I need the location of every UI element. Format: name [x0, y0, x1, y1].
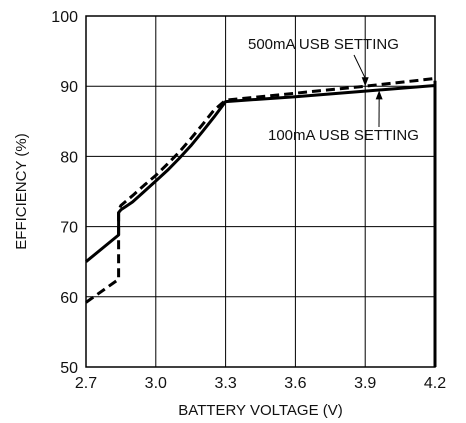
- x-tick-label: 2.7: [75, 375, 97, 392]
- annotations: 500mA USB SETTING 100mA USB SETTING: [248, 36, 419, 144]
- y-tick-label: 60: [60, 290, 78, 307]
- y-tick-label: 90: [60, 79, 78, 96]
- x-tick-label: 3.6: [284, 375, 306, 392]
- x-tick-label: 3.9: [354, 375, 376, 392]
- x-tick-label: 3.3: [214, 375, 236, 392]
- annotation-arrowhead: [375, 90, 383, 100]
- series-line-500ma-usb-setting: [85, 77, 437, 367]
- tick-labels: 2.7 3.0 3.3 3.6 3.9 4.2 50 60 70 80 90 100: [51, 9, 446, 392]
- x-tick-label: 3.0: [145, 375, 167, 392]
- x-axis-label: BATTERY VOLTAGE (V): [178, 402, 342, 419]
- y-axis-label: EFFICIENCY (%): [13, 133, 30, 249]
- y-tick-label: 80: [60, 149, 78, 166]
- series-line-100ma-usb-setting: [85, 84, 437, 367]
- y-tick-label: 50: [60, 360, 78, 377]
- annotation-label: 100mA USB SETTING: [268, 127, 419, 144]
- y-tick-label: 70: [60, 220, 78, 237]
- series-layer: [85, 77, 437, 367]
- grid: [86, 16, 435, 367]
- x-tick-label: 4.2: [424, 375, 446, 392]
- y-tick-label: 100: [51, 9, 78, 26]
- plot-frame: [85, 15, 436, 368]
- annotation-arrowhead: [361, 77, 369, 87]
- annotation-arrow: [353, 54, 366, 79]
- annotation-label: 500mA USB SETTING: [248, 36, 399, 53]
